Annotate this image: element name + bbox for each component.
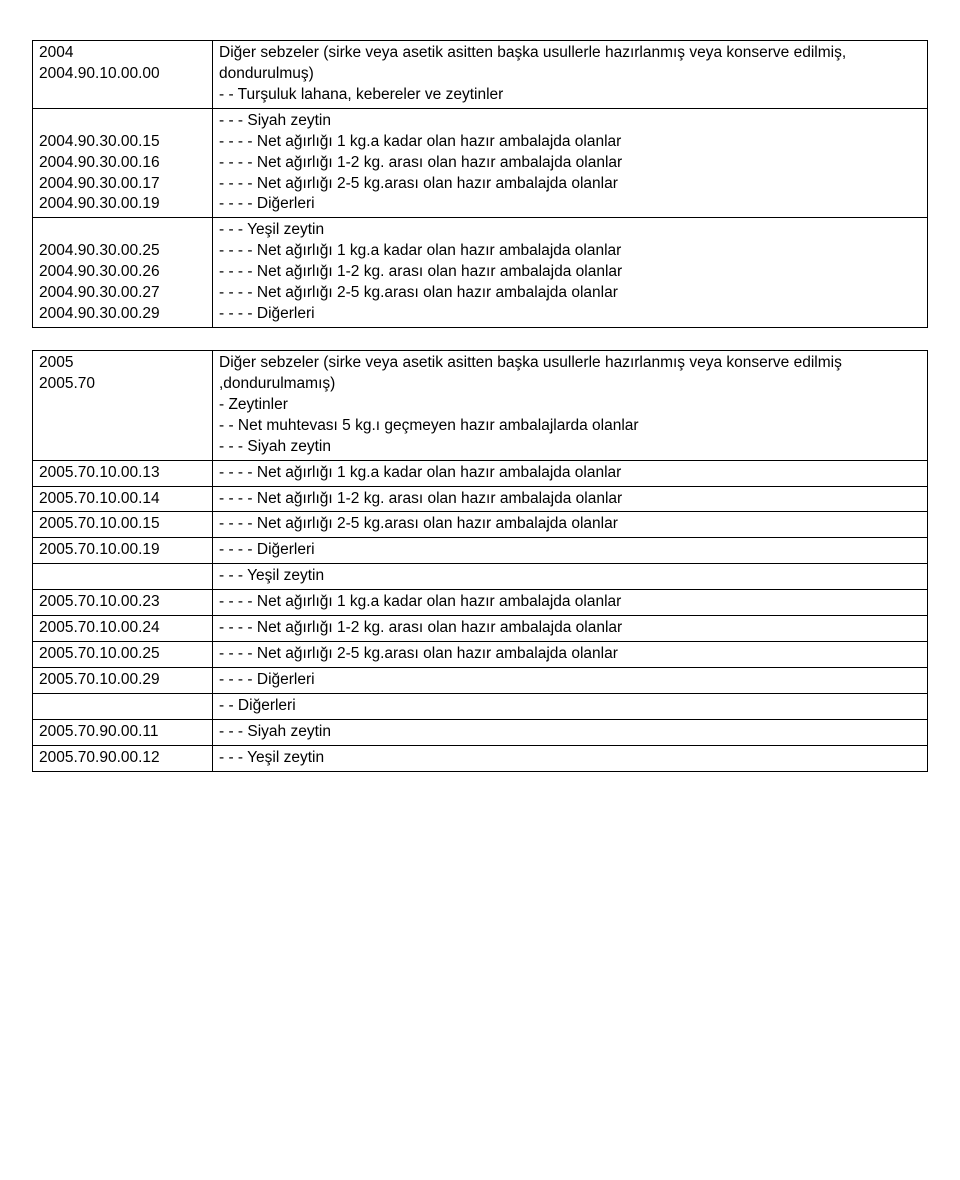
desc-value: - - - - Net ağırlığı 1 kg.a kadar olan h… [219,132,921,153]
desc-cell: - - - Siyah zeytin- - - - Net ağırlığı 1… [213,108,928,218]
table-row: 2005.70.10.00.19- - - - Diğerleri [33,538,928,564]
code-value [39,111,206,132]
desc-cell: - - - - Net ağırlığı 1-2 kg. arası olan … [213,616,928,642]
table-row: - - Diğerleri [33,693,928,719]
table-row: 2005.70.10.00.24- - - - Net ağırlığı 1-2… [33,616,928,642]
code-value: 2004.90.30.00.16 [39,153,206,174]
code-cell: 20042004.90.10.00.00 [33,41,213,109]
code-cell: 2005.70.10.00.24 [33,616,213,642]
desc-value: - - - - Diğerleri [219,194,921,215]
code-value: 2005.70 [39,374,206,395]
desc-value: - - - - Net ağırlığı 1-2 kg. arası olan … [219,153,921,174]
desc-value: - - Turşuluk lahana, kebereler ve zeytin… [219,85,921,106]
code-value: 2004.90.30.00.17 [39,174,206,195]
table-row: 2005.70.10.00.13- - - - Net ağırlığı 1 k… [33,460,928,486]
desc-cell: - - - Yeşil zeytin [213,745,928,771]
code-cell: 2005.70.10.00.19 [33,538,213,564]
desc-value: - - - Siyah zeytin [219,111,921,132]
code-cell [33,564,213,590]
code-value: 2004.90.30.00.26 [39,262,206,283]
desc-value: - - - Yeşil zeytin [219,220,921,241]
desc-cell: - - Diğerleri [213,693,928,719]
code-cell: 2005.70.10.00.23 [33,590,213,616]
desc-value: - - - - Net ağırlığı 2-5 kg.arası olan h… [219,283,921,304]
code-cell [33,693,213,719]
desc-value: - - - - Net ağırlığı 1 kg.a kadar olan h… [219,241,921,262]
code-value [39,220,206,241]
desc-cell: - - - - Net ağırlığı 1 kg.a kadar olan h… [213,590,928,616]
code-cell: 2005.70.10.00.14 [33,486,213,512]
code-value [39,416,206,437]
code-value: 2004.90.10.00.00 [39,64,206,85]
code-value: 2004.90.30.00.29 [39,304,206,325]
code-cell: 2004.90.30.00.152004.90.30.00.162004.90.… [33,108,213,218]
desc-cell: - - - - Net ağırlığı 2-5 kg.arası olan h… [213,512,928,538]
desc-cell: - - - Siyah zeytin [213,719,928,745]
code-cell: 2005.70.10.00.29 [33,667,213,693]
desc-cell: - - - - Diğerleri [213,667,928,693]
desc-cell: - - - - Net ağırlığı 2-5 kg.arası olan h… [213,642,928,668]
desc-cell: Diğer sebzeler (sirke veya asetik asitte… [213,41,928,109]
table-row: - - - Yeşil zeytin [33,564,928,590]
code-value: 2004 [39,43,206,64]
code-value: 2004.90.30.00.25 [39,241,206,262]
table-gap [32,328,928,350]
code-value: 2004.90.30.00.27 [39,283,206,304]
desc-value: - - - Siyah zeytin [219,437,921,458]
table-row: 2005.70.10.00.23- - - - Net ağırlığı 1 k… [33,590,928,616]
code-cell: 20052005.70 [33,350,213,460]
table-row: 2005.70.10.00.14- - - - Net ağırlığı 1-2… [33,486,928,512]
code-cell: 2005.70.10.00.13 [33,460,213,486]
desc-cell: - - - Yeşil zeytin [213,564,928,590]
table-row: 2005.70.10.00.25- - - - Net ağırlığı 2-5… [33,642,928,668]
desc-value: - - - - Net ağırlığı 2-5 kg.arası olan h… [219,174,921,195]
code-value [39,395,206,416]
desc-value: Diğer sebzeler (sirke veya asetik asitte… [219,43,921,85]
tariff-table-2004: 20042004.90.10.00.00Diğer sebzeler (sirk… [32,40,928,328]
desc-cell: - - - Yeşil zeytin- - - - Net ağırlığı 1… [213,218,928,328]
desc-value: - - - - Net ağırlığı 1-2 kg. arası olan … [219,262,921,283]
code-cell: 2005.70.90.00.11 [33,719,213,745]
desc-cell: Diğer sebzeler (sirke veya asetik asitte… [213,350,928,460]
desc-cell: - - - - Net ağırlığı 1-2 kg. arası olan … [213,486,928,512]
table-row: 2005.70.90.00.12- - - Yeşil zeytin [33,745,928,771]
table-row: 2005.70.90.00.11- - - Siyah zeytin [33,719,928,745]
desc-value: Diğer sebzeler (sirke veya asetik asitte… [219,353,921,395]
desc-value: - - - - Diğerleri [219,304,921,325]
table-row: 2005.70.10.00.29- - - - Diğerleri [33,667,928,693]
desc-cell: - - - - Diğerleri [213,538,928,564]
code-cell: 2005.70.10.00.15 [33,512,213,538]
code-value: 2004.90.30.00.15 [39,132,206,153]
desc-value: - - Net muhtevası 5 kg.ı geçmeyen hazır … [219,416,921,437]
code-value: 2005 [39,353,206,374]
code-cell: 2005.70.90.00.12 [33,745,213,771]
table-row: 2005.70.10.00.15- - - - Net ağırlığı 2-5… [33,512,928,538]
code-cell: 2005.70.10.00.25 [33,642,213,668]
desc-cell: - - - - Net ağırlığı 1 kg.a kadar olan h… [213,460,928,486]
desc-value: - Zeytinler [219,395,921,416]
code-value: 2004.90.30.00.19 [39,194,206,215]
code-cell: 2004.90.30.00.252004.90.30.00.262004.90.… [33,218,213,328]
tariff-table-2005: 20052005.70 Diğer sebzeler (sirke veya a… [32,350,928,772]
